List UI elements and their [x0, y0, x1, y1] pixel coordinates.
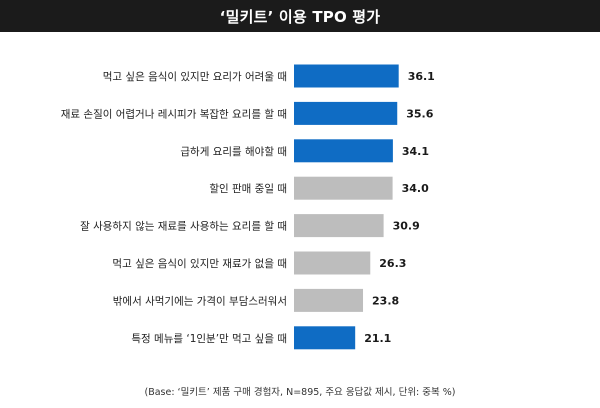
- value-label: 34.0: [402, 182, 429, 195]
- chart-title: ‘밀키트’ 이용 TPO 평가: [0, 0, 600, 32]
- bar: [294, 288, 364, 312]
- value-label: 26.3: [379, 257, 406, 270]
- value-label: 30.9: [393, 220, 420, 233]
- category-label: 재료 손질이 어렵거나 레시피가 복잡한 요리를 할 때: [61, 107, 287, 120]
- bar: [294, 101, 398, 125]
- value-label: 36.1: [408, 70, 435, 83]
- category-label: 급하게 요리를 해야할 때: [180, 145, 287, 158]
- bar: [294, 139, 393, 163]
- bar: [294, 214, 384, 238]
- category-label: 특정 메뉴를 ‘1인분’만 먹고 싶을 때: [131, 333, 287, 345]
- category-label: 먹고 싶은 음식이 있지만 재료가 없을 때: [112, 257, 287, 270]
- value-label: 34.1: [402, 145, 429, 158]
- value-label: 23.8: [372, 294, 399, 307]
- bar: [294, 251, 371, 275]
- chart-footnote: (Base: ‘밀키트’ 제품 구매 경험자, N=895, 주요 응답값 제시…: [144, 387, 456, 398]
- bar: [294, 326, 356, 350]
- value-label: 35.6: [406, 107, 433, 120]
- bar: [294, 176, 393, 200]
- category-label: 할인 판매 중일 때: [209, 182, 287, 195]
- bar: [294, 64, 399, 88]
- category-label: 잘 사용하지 않는 재료를 사용하는 요리를 할 때: [80, 220, 287, 233]
- value-label: 21.1: [364, 332, 391, 345]
- category-label: 먹고 싶은 음식이 있지만 요리가 어려울 때: [103, 71, 287, 83]
- category-label: 밖에서 사먹기에는 가격이 부담스러워서: [113, 294, 287, 307]
